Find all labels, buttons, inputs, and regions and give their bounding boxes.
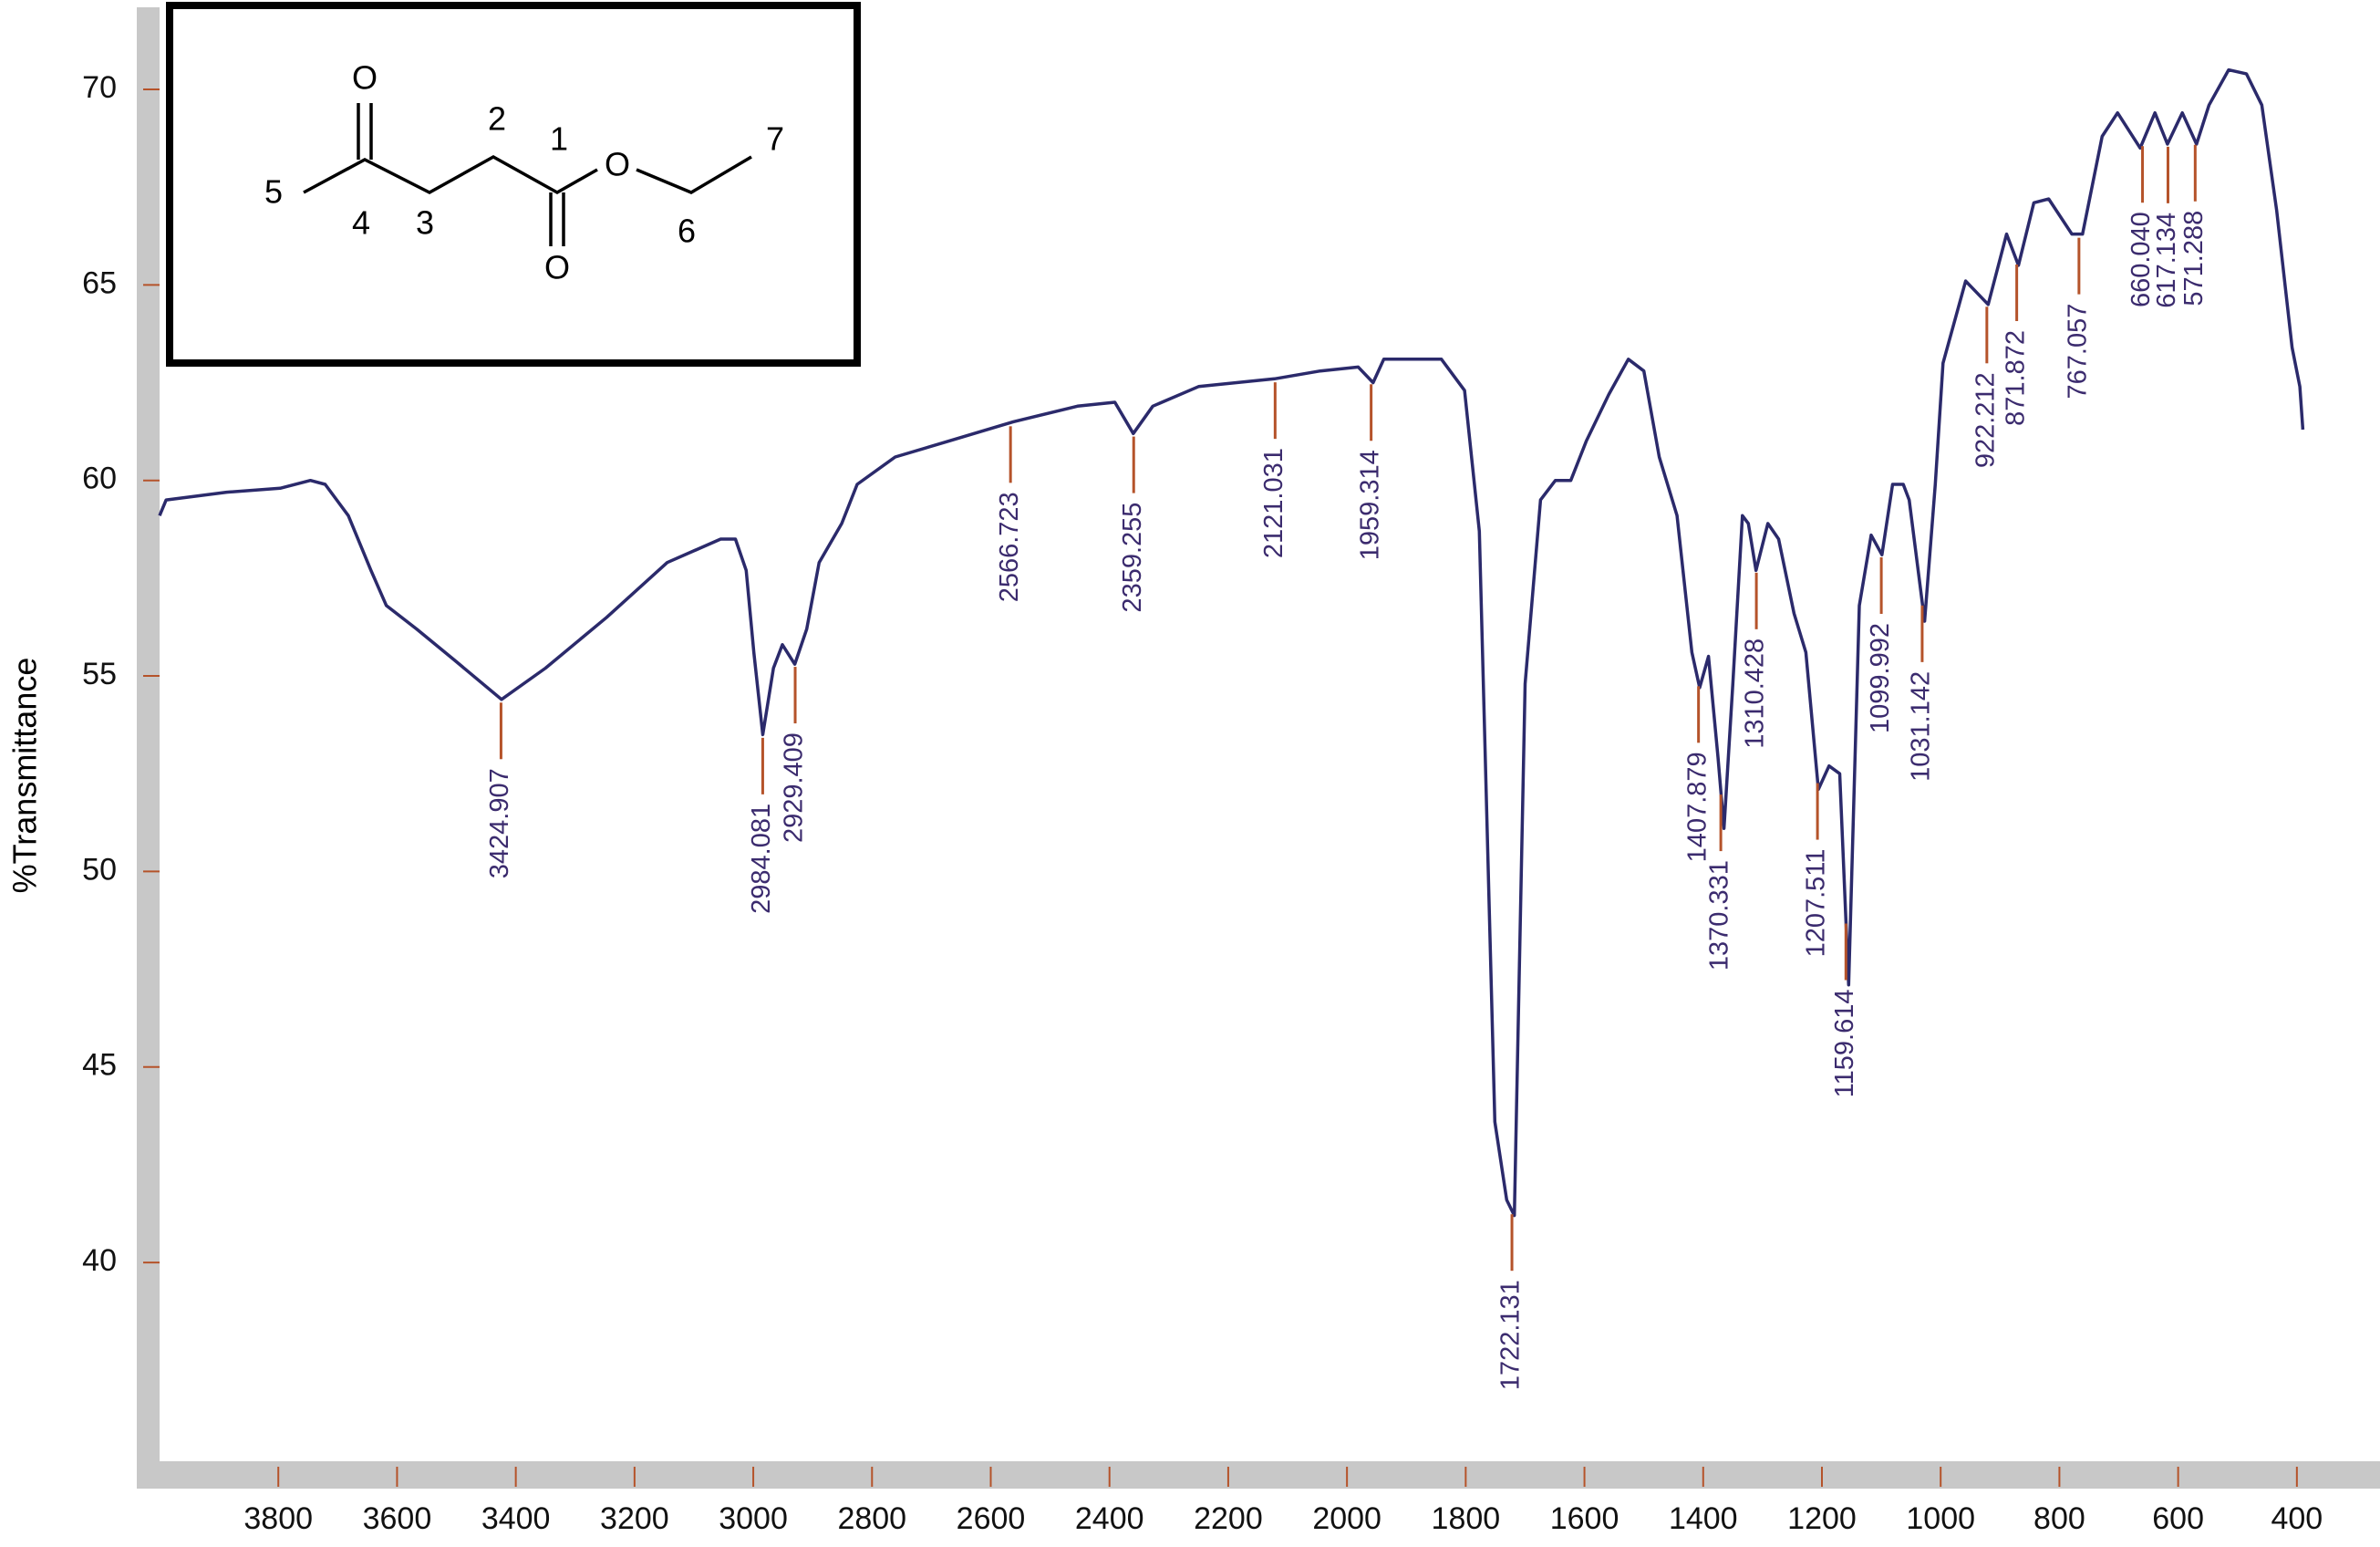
peak-label: 1159.614 [1830,990,1859,1098]
x-tick-label: 1400 [1669,1501,1738,1536]
peak-label: 571.288 [2179,211,2209,306]
peak-label: 2929.409 [780,732,809,843]
peak-label: 660.040 [2126,212,2156,307]
bond-chain [636,155,752,194]
peak-label: 1370.331 [1705,860,1734,971]
y-tick-label: 45 [82,1048,117,1083]
peak-label: 617.134 [2152,213,2181,308]
atom-label: O [544,249,570,286]
peak-label: 2566.723 [995,492,1024,602]
x-tick-label: 2800 [837,1501,906,1536]
x-tick-label: 3000 [719,1501,788,1536]
x-tick-label: 3800 [243,1501,313,1536]
y-axis-label: %Transmittance [6,658,44,894]
x-tick-label: 1600 [1550,1501,1619,1536]
y-tick-label: 70 [82,70,117,105]
peak-label: 3424.907 [485,768,514,878]
y-tick-label: 55 [82,657,117,691]
molecule-bonds [303,103,752,246]
peak-label: 1407.879 [1682,752,1712,862]
spectrum-line [158,67,2305,1218]
peak-label: 767.057 [2064,304,2093,400]
y-tick-label: 60 [82,462,117,496]
peak-label: 1722.131 [1496,1280,1526,1390]
peak-label: 1207.511 [1802,849,1831,958]
peak-label: 1099.992 [1866,623,1895,733]
x-tick-label: 2400 [1075,1501,1144,1536]
x-tick-label: 3600 [363,1501,432,1536]
peak-label: 1959.314 [1355,450,1384,560]
y-tick-label: 40 [82,1243,117,1278]
x-tick-label: 1200 [1787,1501,1857,1536]
peak-label: 2359.255 [1118,503,1147,613]
atom-number: 1 [550,120,568,158]
inset: O 5 4 3 2 1 O 6 7 O [166,2,861,367]
inset-box [166,2,861,367]
atom-number: 4 [352,204,370,242]
x-tick-label: 600 [2152,1501,2204,1536]
x-tick-label: 1000 [1906,1501,1975,1536]
atom-number: 7 [766,120,784,158]
atom-label: O [352,59,378,97]
atom-number: 3 [416,204,434,242]
y-tick-label: 50 [82,852,117,887]
x-tick-label: 1800 [1432,1501,1501,1536]
x-tick-label: 2200 [1194,1501,1263,1536]
x-tick-label: 400 [2271,1501,2323,1536]
bond-chain [303,154,598,195]
peak-label: 871.872 [2001,330,2030,426]
y-tick-label: 65 [82,265,117,300]
x-tick-label: 3400 [481,1501,551,1536]
peak-label: 1031.142 [1907,671,1936,782]
x-tick-label: 800 [2033,1501,2085,1536]
y-axis-band [137,7,160,1489]
peak-label: 1310.428 [1741,639,1770,749]
peak-label: 922.212 [1971,372,2001,468]
atom-label: O [605,146,630,183]
peak-label: 2984.081 [747,804,776,914]
atom-number: 5 [264,173,283,211]
x-tick-label: 3200 [600,1501,669,1536]
peak-label: 2121.031 [1259,448,1288,558]
atom-number: 2 [488,100,506,138]
atom-number: 6 [678,213,696,250]
x-tick-label: 2600 [957,1501,1026,1536]
x-axis-band [137,1461,2380,1489]
x-tick-label: 2000 [1312,1501,1381,1536]
